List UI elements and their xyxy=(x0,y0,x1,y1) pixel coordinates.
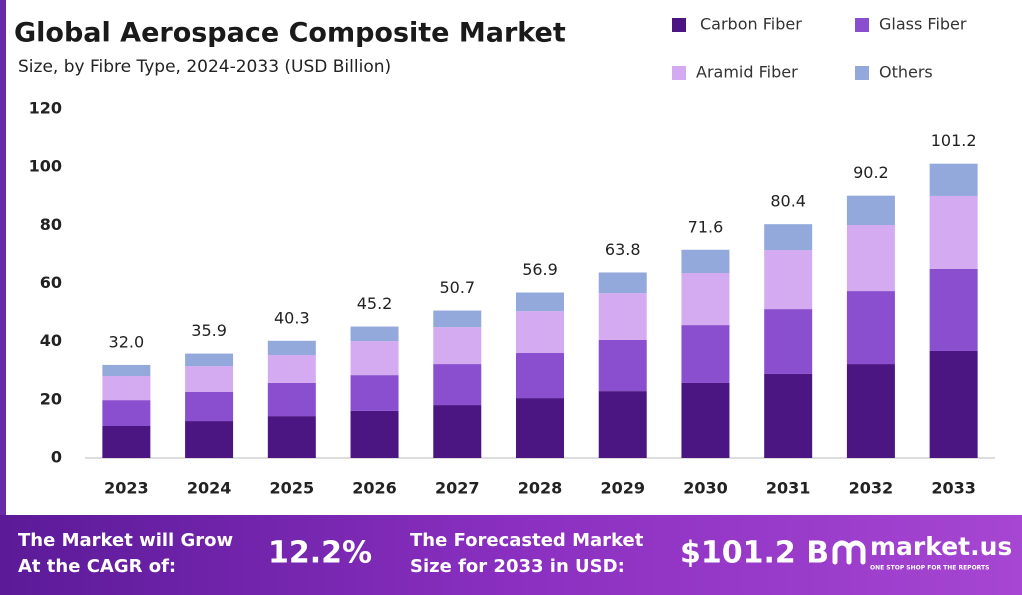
bar-segment xyxy=(267,355,316,383)
bar-segment xyxy=(846,195,895,226)
bar-segment xyxy=(598,339,647,392)
legend-swatch xyxy=(672,18,686,32)
bar-segment xyxy=(433,405,482,458)
bar-segment xyxy=(929,195,978,269)
legend-label: Others xyxy=(879,63,933,82)
bar-segment xyxy=(598,391,647,458)
bar-segment xyxy=(516,353,564,399)
x-tick-label: 2027 xyxy=(435,479,480,498)
bar-segment xyxy=(350,341,399,376)
bar-segment xyxy=(102,400,151,427)
forecast-value: $101.2 B xyxy=(680,536,829,571)
x-tick-label: 2031 xyxy=(766,479,811,498)
left-border xyxy=(0,0,6,515)
legend-swatch xyxy=(855,66,869,80)
legend-label: Aramid Fiber xyxy=(696,63,798,82)
bar-segment xyxy=(350,410,399,458)
legend-swatch xyxy=(855,18,869,32)
bar-segment xyxy=(846,364,895,458)
bar-segment xyxy=(102,426,151,458)
forecast-text: Size for 2033 in USD: xyxy=(410,556,625,577)
x-tick-label: 2028 xyxy=(518,479,563,498)
bar-segment xyxy=(102,364,151,376)
total-label: 90.2 xyxy=(853,163,889,182)
bar-segment xyxy=(846,291,895,365)
bar-segment xyxy=(764,309,813,374)
y-tick-label: 40 xyxy=(40,331,62,350)
bar-segment xyxy=(681,273,730,326)
x-tick-label: 2032 xyxy=(849,479,894,498)
bar-segment xyxy=(681,382,730,458)
bar-segment xyxy=(185,366,234,392)
total-label: 63.8 xyxy=(605,240,641,259)
brand-name: market.us xyxy=(870,532,1012,561)
bar-segment xyxy=(681,325,730,383)
cagr-text: The Market will Grow xyxy=(18,530,233,551)
total-label: 101.2 xyxy=(931,131,977,150)
total-label: 80.4 xyxy=(770,192,806,211)
bar-segment xyxy=(516,311,564,354)
x-tick-label: 2025 xyxy=(270,479,315,498)
bar-segment xyxy=(185,421,234,458)
bar-segment xyxy=(350,375,399,411)
bar-segment xyxy=(516,398,564,458)
bar-segment xyxy=(185,353,234,367)
x-tick-label: 2026 xyxy=(352,479,397,498)
bar-segment xyxy=(185,391,234,422)
y-tick-label: 60 xyxy=(40,273,62,292)
x-tick-label: 2024 xyxy=(187,479,232,498)
chart-subtitle: Size, by Fibre Type, 2024-2033 (USD Bill… xyxy=(18,57,391,77)
total-label: 50.7 xyxy=(439,278,475,297)
bar-segment xyxy=(516,292,564,312)
legend-label: Carbon Fiber xyxy=(700,15,802,34)
bar-segment xyxy=(433,364,482,406)
total-label: 40.3 xyxy=(274,308,310,327)
x-tick-label: 2033 xyxy=(931,479,976,498)
y-tick-label: 100 xyxy=(29,157,62,176)
bar-segment xyxy=(764,373,813,458)
bar-segment xyxy=(598,293,647,340)
bar-segment xyxy=(267,416,316,458)
total-label: 71.6 xyxy=(688,217,724,236)
bar-segment xyxy=(929,350,978,458)
y-tick-label: 80 xyxy=(40,215,62,234)
bar-segment xyxy=(598,272,647,294)
bar-segment xyxy=(350,326,399,342)
bar-segment xyxy=(929,268,978,351)
cagr-text: At the CAGR of: xyxy=(18,556,176,577)
y-tick-label: 0 xyxy=(51,448,62,467)
legend-swatch xyxy=(672,66,686,80)
footer-banner xyxy=(0,515,1022,595)
forecast-text: The Forecasted Market xyxy=(410,530,644,551)
brand-logo xyxy=(832,540,866,565)
x-tick-label: 2030 xyxy=(683,479,728,498)
legend-label: Glass Fiber xyxy=(879,15,967,34)
bar-segment xyxy=(433,310,482,328)
brand-tagline: ONE STOP SHOP FOR THE REPORTS xyxy=(870,565,989,572)
bar-segment xyxy=(102,375,151,401)
bar-segment xyxy=(267,382,316,417)
x-tick-label: 2029 xyxy=(600,479,645,498)
cagr-value: 12.2% xyxy=(268,536,372,571)
bar-segment xyxy=(267,340,316,356)
y-tick-label: 20 xyxy=(40,389,62,408)
bar-segment xyxy=(433,327,482,365)
total-label: 32.0 xyxy=(109,332,145,351)
bar-segment xyxy=(764,250,813,310)
bar-segment xyxy=(764,224,813,251)
total-label: 35.9 xyxy=(191,321,227,340)
y-tick-label: 120 xyxy=(29,99,62,118)
chart-title: Global Aerospace Composite Market xyxy=(14,18,566,49)
bar-segment xyxy=(681,249,730,274)
bar-segment xyxy=(846,225,895,292)
total-label: 56.9 xyxy=(522,260,558,279)
bar-segment xyxy=(929,163,978,196)
total-label: 45.2 xyxy=(357,294,393,313)
x-tick-label: 2023 xyxy=(104,479,149,498)
